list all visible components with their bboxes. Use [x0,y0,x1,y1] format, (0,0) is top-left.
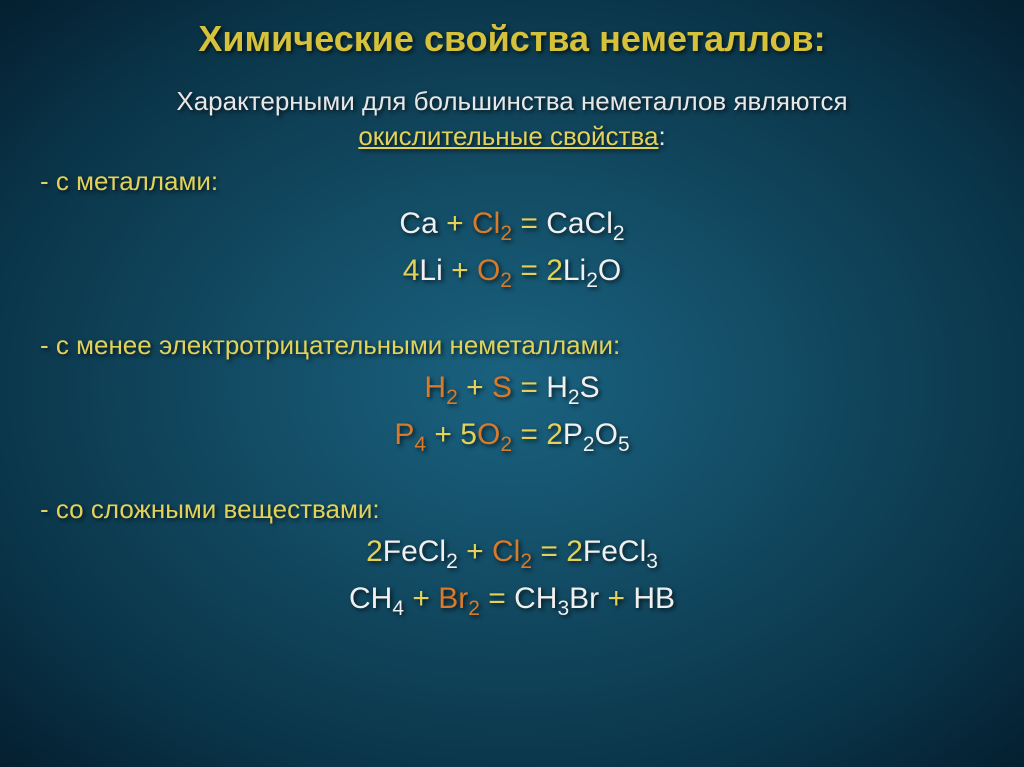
equation-token: 4 [414,433,426,456]
equation-token: = [480,582,514,615]
equation-token: CaCl [546,207,613,240]
equation-token: 2 [468,597,480,620]
equation-token: H [424,371,446,404]
equation-token: = [512,418,546,451]
equation-token: + [607,582,633,615]
equation-token: 2 [446,386,458,409]
equation: CH4 + Br2 = CH3Br + HB [40,576,984,623]
equation: 4Li + O2 = 2Li2O [40,248,984,295]
slide-subtitle: Характерными для большинства неметаллов … [40,84,984,154]
equation-token: + [451,254,477,287]
equation-token: Cl [472,207,500,240]
equation-token: Br [438,582,468,615]
equation-token: Li [419,254,451,287]
equation-token: 4 [392,597,404,620]
equation-token: Br [569,582,607,615]
equation-token: + [446,207,472,240]
equation-token: 3 [646,550,658,573]
equation-token: + [458,371,492,404]
equation-token: S [580,371,600,404]
equation-token: 2 [500,269,512,292]
equation-token: 2 [500,433,512,456]
subtitle-line1: Характерными для большинства неметаллов … [176,86,847,116]
slide: Химические свойства неметаллов: Характер… [0,0,1024,767]
section-label: - со сложными веществами: [40,494,984,525]
equation-token: Li [563,254,586,287]
equation-token: Ca [399,207,446,240]
equation: 2FeCl2 + Cl2 = 2FeCl3 [40,529,984,576]
equation-token: = [512,254,546,287]
subtitle-accent: окислительные свойства [358,121,658,151]
equation-token: 2 [583,433,595,456]
section-label: - с менее электротрицательными неметалла… [40,330,984,361]
equation-token: 2 [520,550,532,573]
equation-token: Cl [492,535,520,568]
equation-token: CH [514,582,557,615]
equation-token: = [512,371,546,404]
equation-token: O [477,418,500,451]
equation-token: 2 [586,269,598,292]
equation-token: + [426,418,460,451]
equation-token: 2 [546,418,563,451]
equation-token: 5 [460,418,477,451]
equation-token: 2 [566,535,583,568]
equation-token: FeCl [583,535,646,568]
equation-token: P [394,418,414,451]
equation-token: 4 [403,254,420,287]
equation-token: HB [633,582,675,615]
equation-token: + [404,582,438,615]
equation-token: O [477,254,500,287]
equation-token: CH [349,582,392,615]
equation: P4 + 5O2 = 2P2O5 [40,412,984,459]
subtitle-tail: : [658,121,665,151]
equation: Ca + Cl2 = CaCl2 [40,201,984,248]
slide-title: Химические свойства неметаллов: [40,18,984,60]
equation-token: 3 [557,597,569,620]
sections-container: - с металлами:Ca + Cl2 = CaCl24Li + O2 =… [40,166,984,622]
equation-token: 2 [568,386,580,409]
equation-token: P [563,418,583,451]
equation-token: FeCl [383,535,446,568]
equation-token: = [532,535,566,568]
equation-token: 2 [546,254,563,287]
equation-token: 5 [618,433,630,456]
equation-token: 2 [613,222,625,245]
equation-token: = [512,207,546,240]
equation: H2 + S = H2S [40,365,984,412]
equation-token: + [458,535,492,568]
equation-token: O [598,254,621,287]
equation-token: S [492,371,512,404]
section-label: - с металлами: [40,166,984,197]
equation-token: O [595,418,618,451]
equation-token: 2 [446,550,458,573]
equation-token: H [546,371,568,404]
equation-token: 2 [500,222,512,245]
equation-token: 2 [366,535,383,568]
